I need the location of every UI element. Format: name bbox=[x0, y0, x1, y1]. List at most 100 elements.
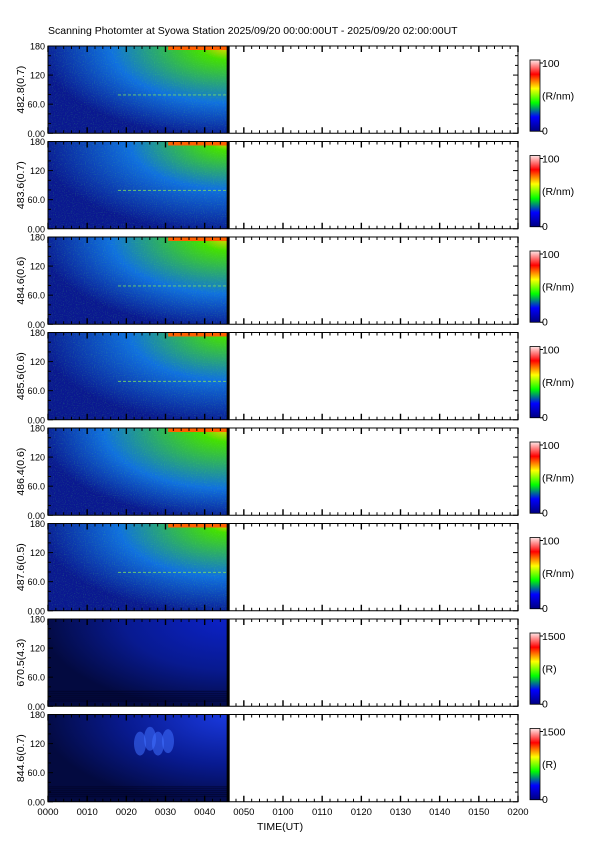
y-tick-label: 120 bbox=[30, 644, 45, 654]
y-tick-label: 180 bbox=[30, 519, 45, 529]
heatmap-dark-band bbox=[48, 700, 229, 702]
panel-ylabel: 483.6(0.7) bbox=[15, 161, 27, 209]
colorbar-max-label: 100 bbox=[542, 536, 560, 548]
heatmap-dark-band bbox=[48, 786, 229, 788]
y-tick-label: 120 bbox=[30, 262, 45, 272]
y-tick-label: 180 bbox=[30, 615, 45, 625]
panel-ylabel: 484.6(0.6) bbox=[15, 257, 27, 305]
y-tick-label: 0.00 bbox=[27, 415, 45, 425]
heatmap-speckle bbox=[48, 428, 229, 516]
colorbar-max-label: 100 bbox=[542, 345, 560, 357]
y-tick-label: 60.0 bbox=[27, 291, 45, 301]
heatmap-saturation-edge bbox=[168, 523, 229, 528]
heatmap-dark-band bbox=[48, 694, 229, 696]
colorbar bbox=[529, 441, 541, 514]
y-tick-label: 60.0 bbox=[27, 482, 45, 492]
x-tick-label: 0050 bbox=[233, 807, 254, 818]
heatmap-dark-band bbox=[48, 692, 229, 694]
y-tick-label: 120 bbox=[30, 739, 45, 749]
panel-ylabel: 670.5(4.3) bbox=[15, 639, 27, 687]
heatmap-saturation-edge bbox=[168, 46, 229, 50]
heatmap-dark-band bbox=[48, 793, 229, 796]
heatmap-speckle bbox=[48, 237, 229, 325]
panel-4: 0.00 60.0 120 180 485.6(0.6) 100 0 (R/nm) bbox=[15, 328, 574, 425]
panel-ylabel: 844.6(0.7) bbox=[15, 734, 27, 782]
y-tick-label: 0.00 bbox=[27, 702, 45, 712]
heatmap-dark-band bbox=[48, 795, 229, 798]
y-tick-label: 120 bbox=[30, 548, 45, 558]
colorbar-max-label: 100 bbox=[542, 440, 560, 452]
x-axis-title: TIME(UT) bbox=[257, 821, 304, 833]
panel-ylabel: 482.8(0.7) bbox=[15, 66, 27, 114]
colorbar-max-label: 100 bbox=[542, 249, 560, 261]
colorbar-min-label: 0 bbox=[542, 125, 548, 137]
y-tick-label: 120 bbox=[30, 71, 45, 81]
x-tick-label: 0000 bbox=[37, 807, 58, 818]
y-tick-label: 180 bbox=[30, 42, 45, 52]
x-tick-label: 0140 bbox=[429, 807, 450, 818]
panel-8: 0.00 60.0 120 180 844.6(0.7) 1500 0 (R) bbox=[15, 710, 566, 807]
panel-ylabel: 486.4(0.6) bbox=[15, 448, 27, 496]
x-tick-label: 0020 bbox=[116, 807, 137, 818]
colorbar-min-label: 0 bbox=[542, 507, 548, 519]
panel-5: 0.00 60.0 120 180 486.4(0.6) 100 0 (R/nm) bbox=[15, 424, 574, 521]
x-tick-label: 0200 bbox=[507, 807, 528, 818]
colorbar-min-label: 0 bbox=[542, 698, 548, 710]
colorbar-min-label: 0 bbox=[542, 316, 548, 328]
panel-7: 0.00 60.0 120 180 670.5(4.3) 1500 0 (R) bbox=[15, 615, 566, 712]
colorbar-max-label: 1500 bbox=[542, 631, 566, 643]
heatmap-dark-band bbox=[48, 788, 229, 790]
chart-title: Scanning Photomter at Syowa Station 2025… bbox=[48, 25, 458, 37]
heatmap-speckle bbox=[48, 523, 229, 611]
heatmap-dark-band bbox=[48, 790, 229, 792]
y-tick-label: 0.00 bbox=[27, 797, 45, 807]
colorbar bbox=[529, 250, 541, 323]
y-tick-label: 60.0 bbox=[27, 768, 45, 778]
colorbar bbox=[529, 632, 541, 705]
colorbar-unit: (R/nm) bbox=[542, 568, 574, 580]
heatmap-saturation-edge bbox=[168, 141, 229, 146]
colorbar-unit: (R/nm) bbox=[542, 282, 574, 294]
y-tick-label: 0.00 bbox=[27, 606, 45, 616]
x-tick-label: 0030 bbox=[155, 807, 176, 818]
panel-3: 0.00 60.0 120 180 484.6(0.6) 100 0 (R/nm) bbox=[15, 233, 574, 330]
aurora-arc bbox=[162, 729, 174, 754]
colorbar bbox=[529, 346, 541, 419]
colorbar-min-label: 0 bbox=[542, 794, 548, 806]
aurora-arc bbox=[152, 731, 164, 756]
x-tick-label: 0130 bbox=[390, 807, 411, 818]
heatmap-saturation-edge bbox=[168, 237, 229, 241]
y-tick-label: 60.0 bbox=[27, 100, 45, 110]
heatmap-speckle bbox=[48, 46, 229, 134]
colorbar-max-label: 1500 bbox=[542, 727, 566, 739]
colorbar-min-label: 0 bbox=[542, 603, 548, 615]
y-tick-label: 120 bbox=[30, 166, 45, 176]
y-tick-label: 180 bbox=[30, 233, 45, 243]
x-tick-label: 0010 bbox=[77, 807, 98, 818]
y-tick-label: 180 bbox=[30, 710, 45, 720]
colorbar bbox=[529, 728, 541, 801]
colorbar-unit: (R/nm) bbox=[542, 186, 574, 198]
y-tick-label: 0.00 bbox=[27, 129, 45, 139]
heatmap-speckle bbox=[48, 332, 229, 420]
y-tick-label: 180 bbox=[30, 137, 45, 147]
heatmap-saturation-edge bbox=[168, 428, 229, 432]
x-tick-label: 0110 bbox=[312, 807, 332, 818]
panel-ylabel: 487.6(0.5) bbox=[15, 543, 27, 591]
y-tick-label: 0.00 bbox=[27, 511, 45, 521]
y-tick-label: 180 bbox=[30, 424, 45, 434]
colorbar bbox=[529, 59, 541, 132]
y-tick-label: 60.0 bbox=[27, 195, 45, 205]
panel-1: 0.00 60.0 120 180 482.8(0.7) 100 0 (R/nm) bbox=[15, 42, 574, 139]
colorbar-max-label: 100 bbox=[542, 154, 560, 166]
heatmap-speckle bbox=[48, 141, 229, 229]
heatmap-dark-band bbox=[48, 696, 229, 698]
colorbar bbox=[529, 155, 541, 228]
colorbar-min-label: 0 bbox=[542, 221, 548, 233]
colorbar-unit: (R/nm) bbox=[542, 473, 574, 485]
x-tick-label: 0100 bbox=[272, 807, 293, 818]
x-tick-label: 0120 bbox=[351, 807, 372, 818]
panel-2: 0.00 60.0 120 180 483.6(0.7) 100 0 (R/nm) bbox=[15, 137, 574, 234]
panel-ylabel: 485.6(0.6) bbox=[15, 352, 27, 400]
